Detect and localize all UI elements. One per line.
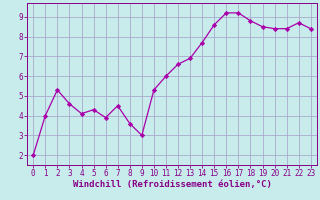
X-axis label: Windchill (Refroidissement éolien,°C): Windchill (Refroidissement éolien,°C) xyxy=(73,180,271,189)
